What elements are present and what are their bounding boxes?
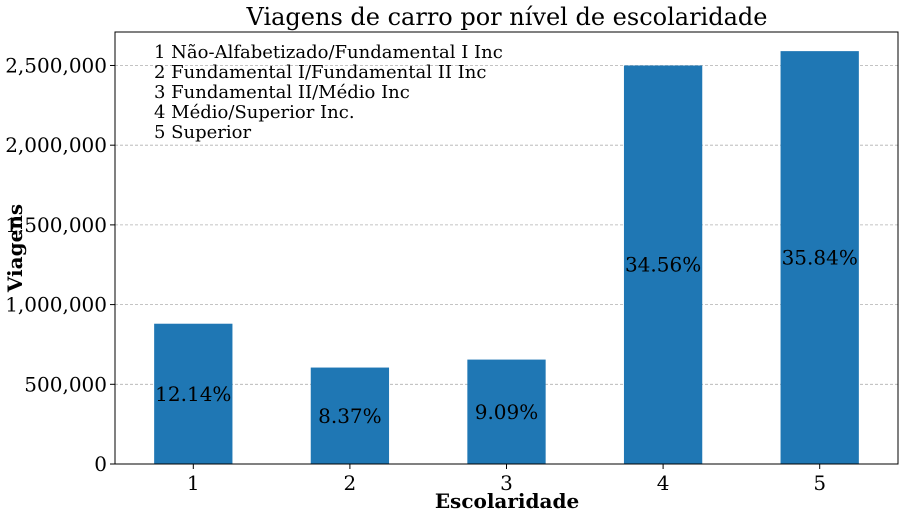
legend-line-3: 3 Fundamental II/Médio Inc <box>154 82 410 103</box>
bars-group <box>154 51 859 464</box>
chart-title: Viagens de carro por nível de escolarida… <box>246 3 768 31</box>
data-labels-group: 12.14% 8.37% 9.09% 34.56% 35.84% <box>155 246 858 428</box>
x-axis-ticks: 1 2 3 4 5 <box>187 464 826 495</box>
legend-line-5: 5 Superior <box>154 122 251 143</box>
x-tick-label: 5 <box>813 471 826 495</box>
y-axis-ticks: 0 500,000 1,000,000 1,500,000 2,000,000 2,500… <box>5 53 115 476</box>
y-tick-label: 0 <box>94 452 107 476</box>
x-tick-label: 3 <box>500 471 513 495</box>
bar-percentage-label: 8.37% <box>318 404 382 428</box>
bar-percentage-label: 34.56% <box>625 253 701 277</box>
bar-1 <box>154 323 233 464</box>
bar-2 <box>310 367 390 464</box>
x-tick-label: 1 <box>187 471 200 495</box>
y-tick-label: 1,000,000 <box>5 293 107 317</box>
bar-3 <box>467 359 546 464</box>
bar-percentage-label: 9.09% <box>475 400 539 424</box>
x-tick-label: 4 <box>657 471 670 495</box>
y-tick-label: 1,500,000 <box>5 213 107 237</box>
x-axis-label: Escolaridade <box>435 489 579 513</box>
legend-line-2: 2 Fundamental I/Fundamental II Inc <box>154 62 486 83</box>
legend-line-1: 1 Não-Alfabetizado/Fundamental I Inc <box>154 42 503 63</box>
legend-line-4: 4 Médio/Superior Inc. <box>154 102 355 123</box>
bar-percentage-label: 35.84% <box>782 246 858 270</box>
bar-percentage-label: 12.14% <box>155 382 231 406</box>
y-tick-label: 2,500,000 <box>5 53 107 77</box>
x-tick-label: 2 <box>344 471 357 495</box>
y-axis-label: Viagens <box>3 204 27 293</box>
bar-5 <box>780 51 859 464</box>
y-tick-label: 2,000,000 <box>5 133 107 157</box>
bar-4 <box>623 65 703 464</box>
y-tick-label: 500,000 <box>24 372 107 396</box>
